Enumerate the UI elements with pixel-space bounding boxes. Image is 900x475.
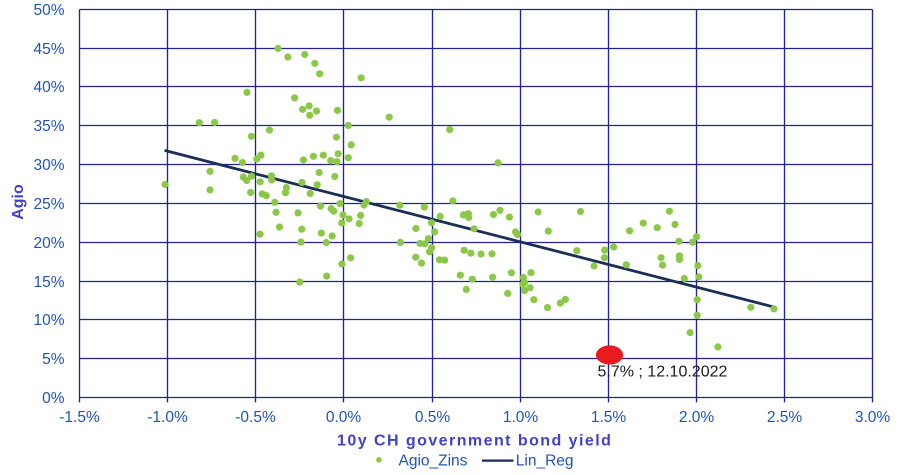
- svg-text:5%: 5%: [42, 351, 65, 368]
- svg-text:0%: 0%: [42, 390, 65, 407]
- svg-text:15%: 15%: [33, 274, 64, 291]
- svg-text:Agio_Zins: Agio_Zins: [399, 452, 468, 469]
- svg-text:40%: 40%: [33, 79, 64, 96]
- svg-text:45%: 45%: [33, 41, 64, 58]
- svg-text:50%: 50%: [33, 2, 64, 19]
- svg-text:0.0%: 0.0%: [326, 409, 362, 426]
- svg-text:20%: 20%: [33, 235, 64, 252]
- svg-text:1.0%: 1.0%: [503, 409, 539, 426]
- svg-text:Lin_Reg: Lin_Reg: [516, 452, 574, 469]
- svg-text:35%: 35%: [33, 118, 64, 135]
- svg-text:-0.5%: -0.5%: [235, 409, 276, 426]
- svg-text:0.5%: 0.5%: [415, 409, 451, 426]
- svg-text:-1.5%: -1.5%: [59, 409, 100, 426]
- svg-text:10%: 10%: [33, 312, 64, 329]
- svg-text:-1.0%: -1.0%: [147, 409, 188, 426]
- svg-text:10y CH government bond yield: 10y CH government bond yield: [337, 433, 612, 450]
- svg-text:Agio: Agio: [10, 184, 27, 220]
- svg-text:25%: 25%: [33, 196, 64, 213]
- svg-text:2.5%: 2.5%: [767, 409, 803, 426]
- svg-text:1.5%: 1.5%: [591, 409, 627, 426]
- svg-text:2.0%: 2.0%: [679, 409, 715, 426]
- svg-text:3.0%: 3.0%: [855, 409, 891, 426]
- svg-text:5.7% ; 12.10.2022: 5.7% ; 12.10.2022: [598, 364, 728, 381]
- svg-text:30%: 30%: [33, 157, 64, 174]
